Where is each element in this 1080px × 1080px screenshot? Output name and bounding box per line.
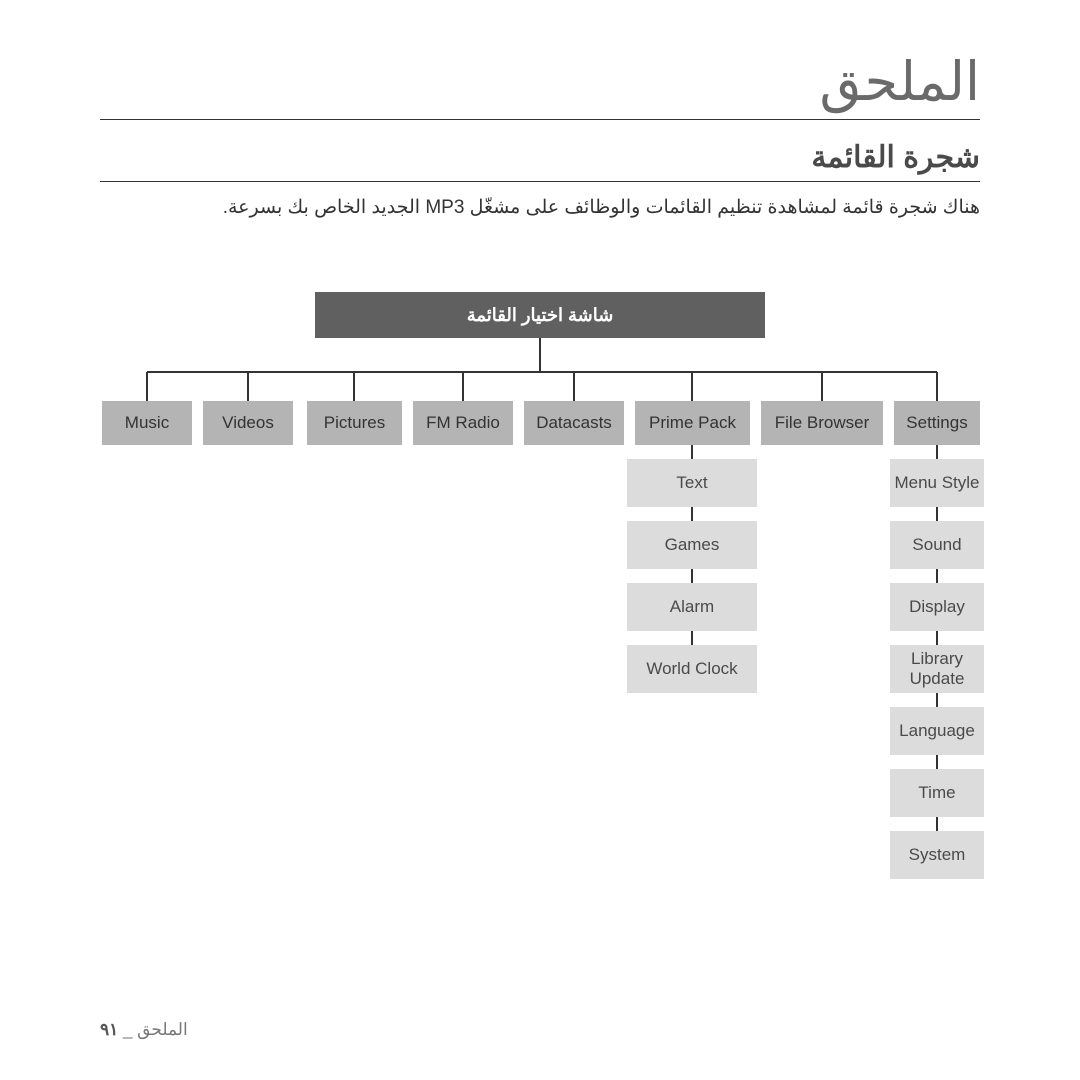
menu-primepack: Prime Pack xyxy=(635,401,750,445)
footer-separator: _ xyxy=(118,1020,137,1039)
connector-vertical xyxy=(691,631,693,645)
connector-vertical xyxy=(539,338,541,372)
menu-videos: Videos xyxy=(203,401,293,445)
connector-vertical xyxy=(936,445,938,459)
connector-vertical xyxy=(691,445,693,459)
menu-filebrowser: File Browser xyxy=(761,401,883,445)
menu-fmradio: FM Radio xyxy=(413,401,513,445)
connector-vertical xyxy=(462,372,464,401)
header-block: الملحق شجرة القائمة هناك شجرة قائمة لمشا… xyxy=(100,50,980,219)
footer-section: الملحق xyxy=(137,1020,188,1039)
menu-settings: Settings xyxy=(894,401,980,445)
connector-vertical xyxy=(247,372,249,401)
page-footer: الملحق _ ٩١ xyxy=(100,1020,188,1040)
connector-vertical xyxy=(691,372,693,401)
submenu-settings-5: Time xyxy=(890,769,984,817)
connector-vertical xyxy=(936,569,938,583)
connector-vertical xyxy=(573,372,575,401)
section-description: هناك شجرة قائمة لمشاهدة تنظيم القائمات و… xyxy=(100,196,980,219)
connector-horizontal xyxy=(147,371,937,373)
connector-vertical xyxy=(691,569,693,583)
page-title: الملحق xyxy=(100,50,980,120)
section-subtitle: شجرة القائمة xyxy=(100,140,980,182)
connector-vertical xyxy=(936,693,938,707)
submenu-primepack-2: Alarm xyxy=(627,583,757,631)
submenu-primepack-3: World Clock xyxy=(627,645,757,693)
menu-pictures: Pictures xyxy=(307,401,402,445)
connector-vertical xyxy=(146,372,148,401)
submenu-primepack-0: Text xyxy=(627,459,757,507)
menu-datacasts: Datacasts xyxy=(524,401,624,445)
connector-vertical xyxy=(821,372,823,401)
connector-vertical xyxy=(936,755,938,769)
submenu-settings-2: Display xyxy=(890,583,984,631)
submenu-settings-6: System xyxy=(890,831,984,879)
connector-vertical xyxy=(691,507,693,521)
submenu-settings-1: Sound xyxy=(890,521,984,569)
menu-music: Music xyxy=(102,401,192,445)
connector-vertical xyxy=(936,372,938,401)
page: الملحق شجرة القائمة هناك شجرة قائمة لمشا… xyxy=(0,0,1080,1080)
footer-page-number: ٩١ xyxy=(100,1020,118,1039)
submenu-settings-4: Language xyxy=(890,707,984,755)
submenu-settings-0: Menu Style xyxy=(890,459,984,507)
connector-vertical xyxy=(936,631,938,645)
submenu-primepack-1: Games xyxy=(627,521,757,569)
connector-vertical xyxy=(936,817,938,831)
submenu-settings-3: Library Update xyxy=(890,645,984,693)
connector-vertical xyxy=(936,507,938,521)
tree-root: شاشة اختيار القائمة xyxy=(315,292,765,338)
connector-vertical xyxy=(353,372,355,401)
